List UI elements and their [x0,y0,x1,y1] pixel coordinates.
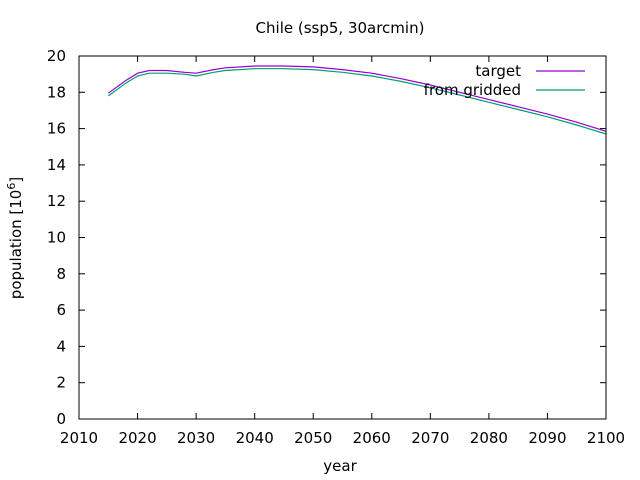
y-tick-label: 8 [56,265,66,283]
x-tick-label: 2050 [294,429,332,447]
x-tick-label: 2060 [353,429,391,447]
x-axis-label: year [323,457,357,475]
y-axis-label-text: population [10 [7,190,25,300]
chart-title: Chile (ssp5, 30arcmin) [256,19,425,37]
x-tick-label: 2090 [528,429,566,447]
y-tick-label: 0 [56,410,66,428]
y-tick-label: 12 [47,192,66,210]
y-tick-label: 10 [47,229,66,247]
x-tick-label: 2040 [236,429,274,447]
series-line-target [107,65,607,132]
legend-label-from-gridded: from gridded [424,81,521,99]
x-tick-label: 2080 [470,429,508,447]
y-tick-label: 4 [56,337,66,355]
y-tick-label: 20 [47,47,66,65]
series-lines [107,65,607,135]
y-axis-label: population [106] [5,177,25,299]
legend-label-target: target [475,62,521,80]
y-axis-label-close: ] [7,177,25,183]
series-line-from-gridded [107,68,607,135]
x-tick-label: 2070 [411,429,449,447]
plot-frame [78,55,607,420]
y-tick-label: 18 [47,83,66,101]
x-tick-label: 2100 [587,429,625,447]
y-tick-label: 6 [56,301,66,319]
x-tick-label: 2030 [177,429,215,447]
x-tick-label: 2010 [60,429,98,447]
y-axis-label-exponent: 6 [5,183,18,190]
axis-ticks [78,55,607,420]
x-tick-label: 2020 [118,429,156,447]
axis-tick-labels: 2010 2020 2030 2040 2050 2060 2070 2080 2090 2100… [47,47,625,447]
y-tick-label: 14 [47,156,66,174]
legend: target from gridded [424,62,585,99]
y-tick-label: 16 [47,120,66,138]
y-tick-label: 2 [56,374,66,392]
